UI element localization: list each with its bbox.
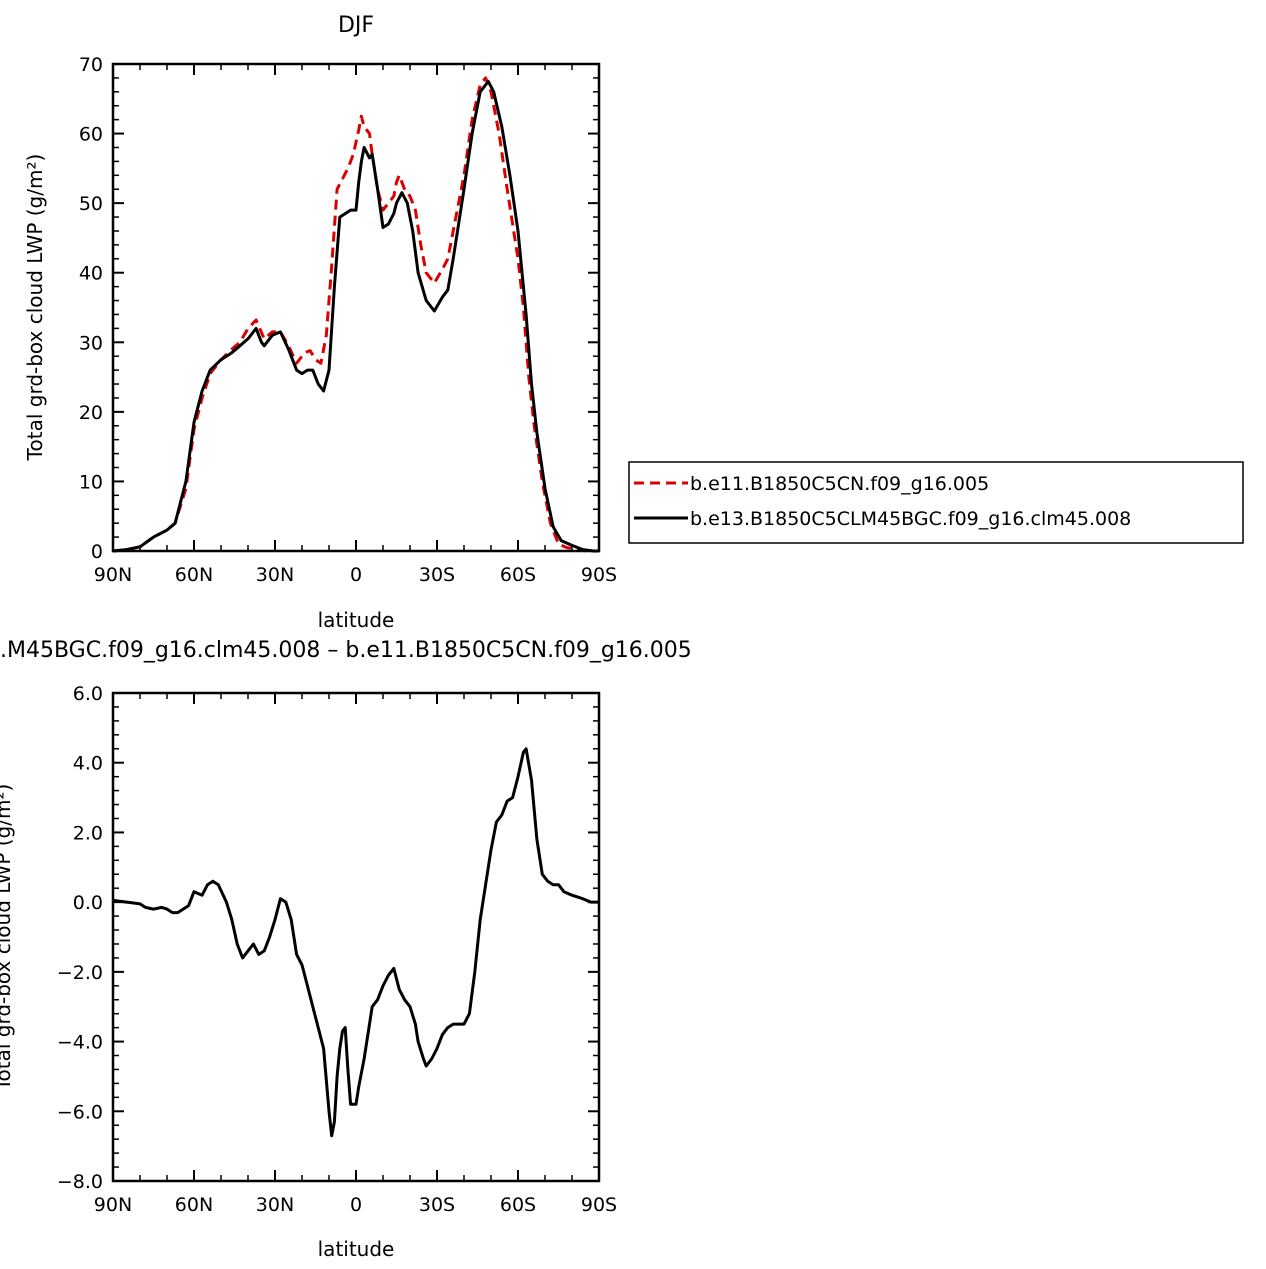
bottom-y-tick-label: −8.0 — [57, 1171, 103, 1193]
bottom-plot-frame — [111, 691, 601, 1183]
top-y-tick-label: 70 — [79, 54, 103, 76]
bottom-x-tick-label: 0 — [350, 1194, 362, 1216]
bottom-ticks: 90N 60N 30N 0 30S 60S 90S −8.0 −6.0 −4.0 −2.0 0.0 2.… — [57, 683, 617, 1216]
legend-box — [628, 461, 1244, 544]
top-y-axis-label: Total grd-box cloud LWP (g/m²) — [23, 154, 47, 462]
bottom-y-tick-label: 6.0 — [73, 683, 103, 705]
top-x-tick-label: 60S — [500, 564, 536, 586]
top-x-axis-label: latitude — [318, 608, 395, 632]
bottom-y-tick-label: 2.0 — [73, 822, 103, 844]
top-x-tick-label: 90N — [94, 564, 132, 586]
bottom-x-tick-label: 60N — [175, 1194, 213, 1216]
top-chart: DJF 90N 60N 30N 0 30S 60S 90S 0 10 20 30 40 50 60 70 l… — [23, 13, 617, 632]
bottom-x-axis-label: latitude — [318, 1237, 395, 1261]
top-y-tick-label: 40 — [79, 263, 103, 285]
bottom-y-tick-label: −4.0 — [57, 1032, 103, 1054]
top-x-tick-label: 30S — [419, 564, 455, 586]
bottom-chart: .M45BGC.f09_g16.clm45.008 – b.e11.B1850C… — [0, 638, 692, 1261]
top-y-tick-label: 30 — [79, 332, 103, 354]
top-x-tick-label: 30N — [256, 564, 294, 586]
bottom-x-tick-label: 90N — [94, 1194, 132, 1216]
top-x-tick-label: 90S — [581, 564, 617, 586]
top-y-tick-label: 0 — [91, 541, 103, 563]
top-ticks: 90N 60N 30N 0 30S 60S 90S 0 10 20 30 40 50 60 70 — [79, 54, 617, 586]
top-plot-frame — [111, 62, 601, 553]
bottom-y-axis-label: Total grd-box cloud LWP (g/m²) — [0, 784, 15, 1092]
top-y-tick-label: 20 — [79, 402, 103, 424]
top-y-tick-label: 60 — [79, 124, 103, 146]
top-x-tick-label: 60N — [175, 564, 213, 586]
legend-label-series-1: b.e11.B1850C5CN.f09_g16.005 — [690, 473, 989, 495]
top-y-tick-label: 50 — [79, 193, 103, 215]
bottom-y-tick-label: −2.0 — [57, 962, 103, 984]
bottom-chart-title: .M45BGC.f09_g16.clm45.008 – b.e11.B1850C… — [0, 638, 692, 663]
bottom-series — [112, 747, 599, 1138]
top-y-tick-label: 10 — [79, 471, 103, 493]
bottom-x-tick-label: 30N — [256, 1194, 294, 1216]
legend-label-series-2: b.e13.B1850C5CLM45BGC.f09_g16.clm45.008 — [690, 508, 1131, 530]
top-series-line-2 — [112, 79, 599, 553]
bottom-y-tick-label: 0.0 — [73, 892, 103, 914]
bottom-series-line-1 — [112, 747, 599, 1138]
top-series-line-1 — [112, 76, 599, 553]
legend: b.e11.B1850C5CN.f09_g16.005 b.e13.B1850C… — [628, 461, 1244, 544]
bottom-y-tick-label: −6.0 — [57, 1101, 103, 1123]
bottom-y-tick-label: 4.0 — [73, 753, 103, 775]
bottom-x-tick-label: 60S — [500, 1194, 536, 1216]
top-series — [112, 76, 599, 553]
top-chart-title: DJF — [338, 13, 374, 38]
bottom-x-tick-label: 90S — [581, 1194, 617, 1216]
top-x-tick-label: 0 — [350, 564, 362, 586]
bottom-x-tick-label: 30S — [419, 1194, 455, 1216]
